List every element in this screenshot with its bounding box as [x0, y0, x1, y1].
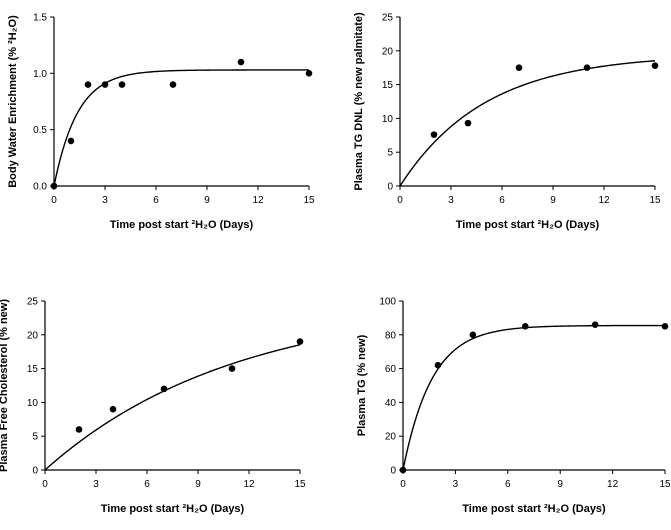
y-axis-label: Plasma TG (% new) — [356, 334, 368, 436]
data-point — [399, 466, 407, 474]
x-tick-label: 12 — [598, 195, 610, 206]
y-tick-label: 40 — [385, 398, 397, 409]
x-tick-label: 0 — [400, 479, 406, 490]
data-point — [430, 131, 438, 138]
y-tick-label: 80 — [385, 330, 397, 341]
data-point — [84, 81, 92, 88]
data-point — [237, 58, 245, 66]
y-tick-label: 0 — [32, 466, 38, 477]
data-point — [464, 119, 472, 127]
x-tick-label: 9 — [557, 479, 563, 490]
x-tick-label: 6 — [505, 479, 511, 490]
y-tick-label: 25 — [27, 297, 39, 308]
x-axis-label: Time post start ²H₂O (Days) — [101, 503, 245, 515]
chart-plasma-tg-dnl: 0 5 10 15 20 25 0 3 6 9 12 15 Time post start ²H₂O (… — [353, 12, 661, 231]
x-tick-label: 9 — [550, 195, 556, 206]
data-point — [118, 81, 126, 88]
data-point — [296, 338, 304, 345]
chart-free-cholesterol: 0 5 10 15 20 25 0 3 6 9 12 15 Time post start ²H₂O (… — [0, 297, 306, 516]
data-point — [169, 81, 177, 88]
x-tick-label: 3 — [102, 195, 108, 206]
y-tick-label: 1.5 — [33, 13, 47, 24]
y-tick-label: 0.0 — [33, 182, 47, 193]
data-point — [521, 323, 529, 330]
data-point — [305, 70, 313, 77]
x-axis-label: Time post start ²H₂O (Days) — [110, 219, 254, 231]
y-tick-label: 10 — [27, 398, 39, 409]
y-tick-label: 25 — [382, 13, 394, 24]
y-tick-label: 15 — [27, 364, 39, 375]
y-axis-label: Plasma TG DNL (% new palmitate) — [353, 12, 365, 191]
y-tick-label: 1.0 — [33, 69, 47, 80]
data-point — [67, 137, 75, 145]
y-axis-label: Plasma Free Cholesterol (% new) — [0, 299, 10, 472]
chart-plasma-tg: 0 20 40 60 80 100 0 3 6 9 12 15 Time post start ²H₂O… — [356, 297, 671, 516]
fit-curve — [399, 60, 656, 187]
x-tick-label: 3 — [453, 479, 459, 490]
x-tick-label: 15 — [659, 479, 671, 490]
y-tick-label: 20 — [385, 432, 397, 443]
x-tick-label: 6 — [499, 195, 505, 206]
data-point — [434, 361, 442, 369]
data-point — [661, 323, 669, 330]
data-point — [583, 64, 591, 71]
data-point — [50, 182, 58, 190]
y-tick-label: 0 — [390, 466, 396, 477]
data-point — [515, 64, 523, 71]
y-tick-label: 0 — [387, 182, 393, 193]
x-tick-label: 3 — [93, 479, 99, 490]
data-point — [101, 81, 109, 88]
x-tick-label: 12 — [243, 479, 255, 490]
x-tick-label: 6 — [144, 479, 150, 490]
data-point — [109, 405, 117, 413]
data-point — [228, 365, 236, 372]
x-tick-label: 9 — [204, 195, 210, 206]
data-point — [651, 62, 659, 69]
x-tick-label: 0 — [397, 195, 403, 206]
x-tick-label: 12 — [252, 195, 264, 206]
chart-body-water: 0.0 0.5 1.0 1.5 0 3 6 9 12 15 Time post start ²H₂O… — [7, 13, 315, 232]
data-point — [591, 321, 599, 328]
fit-curve — [53, 69, 309, 187]
y-tick-label: 10 — [382, 114, 394, 125]
x-tick-label: 15 — [649, 195, 661, 206]
x-axis-label: Time post start ²H₂O (Days) — [456, 219, 600, 231]
y-tick-label: 60 — [385, 364, 397, 375]
x-tick-label: 0 — [42, 479, 48, 490]
y-tick-label: 15 — [382, 80, 394, 91]
x-tick-label: 6 — [153, 195, 159, 206]
x-tick-label: 3 — [448, 195, 454, 206]
x-tick-label: 15 — [294, 479, 306, 490]
fit-curve — [402, 324, 665, 471]
x-axis-label: Time post start ²H₂O (Days) — [462, 503, 606, 515]
data-point — [160, 385, 168, 393]
fit-curve — [44, 344, 301, 471]
y-tick-label: 100 — [379, 297, 396, 308]
y-tick-label: 20 — [382, 46, 394, 57]
x-tick-label: 12 — [607, 479, 619, 490]
data-point — [469, 331, 477, 339]
y-tick-label: 0.5 — [33, 125, 47, 136]
x-tick-label: 9 — [195, 479, 201, 490]
y-tick-label: 20 — [27, 330, 39, 341]
data-point — [75, 426, 83, 433]
y-tick-label: 5 — [32, 432, 38, 443]
x-tick-label: 0 — [51, 195, 57, 206]
y-tick-label: 5 — [387, 148, 393, 159]
y-axis-label: Body Water Enrichment (% ²H₂O) — [7, 15, 19, 188]
x-tick-label: 15 — [303, 195, 315, 206]
